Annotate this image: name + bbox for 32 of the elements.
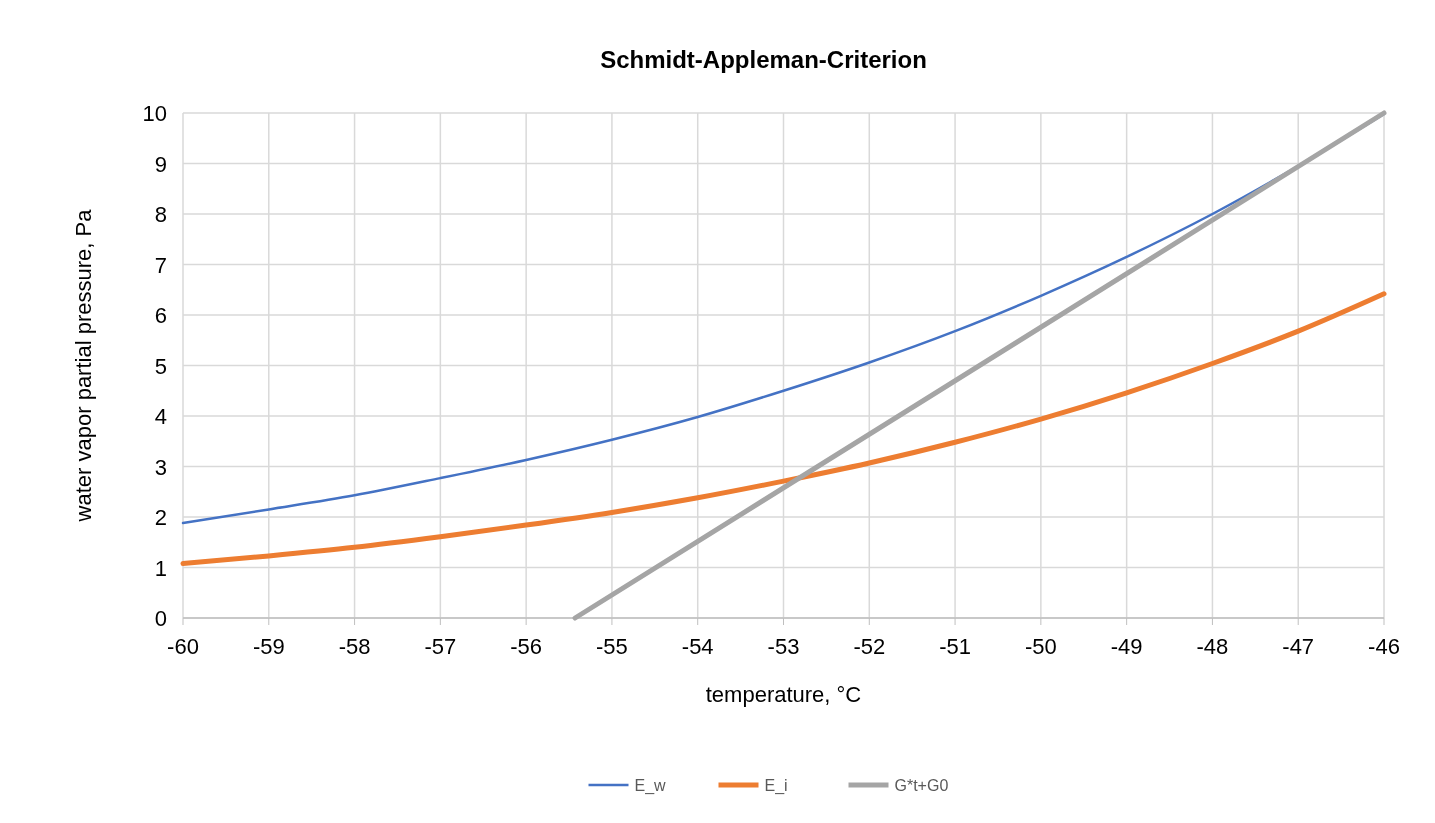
x-tick-label: -56 bbox=[510, 634, 543, 659]
x-tick-label: -60 bbox=[167, 634, 199, 659]
chart-title: Schmidt-Appleman-Criterion bbox=[600, 46, 927, 73]
x-tick-label: -47 bbox=[1282, 634, 1315, 659]
y-tick-label: 9 bbox=[154, 151, 167, 177]
x-axis-title: temperature, °C bbox=[705, 682, 862, 707]
y-tick-label: 3 bbox=[154, 454, 167, 480]
x-tick-label: -53 bbox=[767, 634, 800, 659]
x-tick-label: -48 bbox=[1196, 634, 1229, 659]
x-tick-label: -57 bbox=[424, 634, 457, 659]
y-tick-label: 0 bbox=[154, 606, 167, 631]
x-tick-label: -52 bbox=[853, 634, 886, 659]
y-tick-label: 2 bbox=[154, 505, 167, 530]
x-tick-label: -50 bbox=[1024, 634, 1057, 659]
legend-label: G*t+G0 bbox=[894, 777, 949, 794]
y-axis-title: water vapor partial pressure, Pa bbox=[71, 208, 96, 523]
y-tick-label: 4 bbox=[154, 404, 167, 429]
legend-label: E_i bbox=[764, 777, 788, 795]
x-tick-label: -49 bbox=[1110, 634, 1143, 659]
x-tick-label: -59 bbox=[252, 634, 285, 659]
x-tick-label: -58 bbox=[338, 634, 371, 659]
y-tick-label: 5 bbox=[154, 353, 167, 379]
x-tick-label: -46 bbox=[1368, 634, 1400, 659]
y-tick-label: 8 bbox=[154, 202, 167, 227]
y-tick-label: 7 bbox=[154, 252, 167, 278]
y-tick-label: 10 bbox=[142, 101, 167, 126]
y-tick-label: 6 bbox=[154, 303, 167, 328]
x-tick-label: -54 bbox=[681, 634, 714, 659]
x-tick-label: -55 bbox=[596, 634, 628, 659]
y-tick-label: 1 bbox=[154, 555, 167, 581]
legend-label: E_w bbox=[634, 777, 667, 795]
x-tick-label: -51 bbox=[939, 634, 971, 659]
